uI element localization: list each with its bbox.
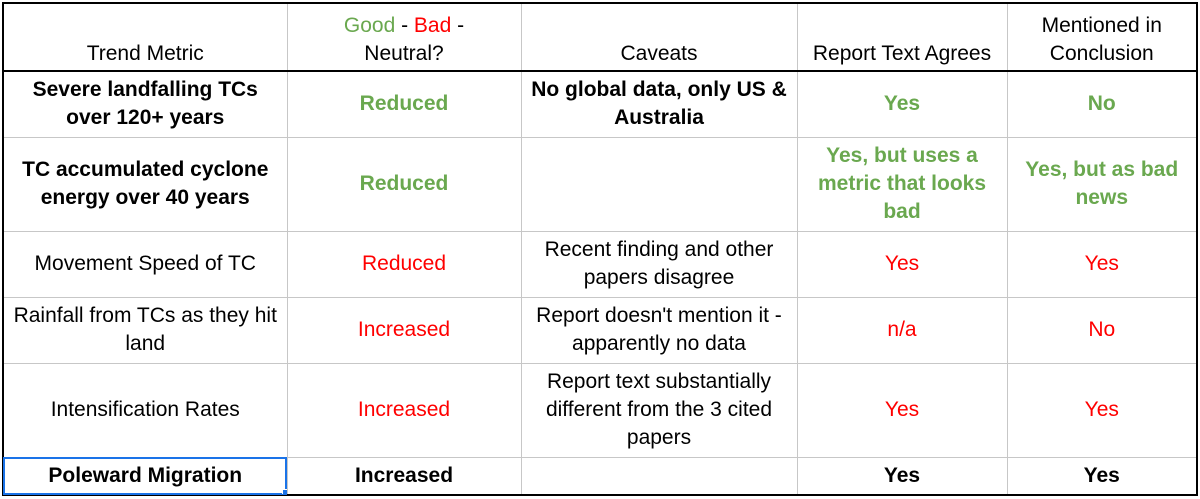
cell-metric-text: TC accumulated cyclone energy over 40 ye… — [22, 158, 269, 209]
cell-conclusion-text: Yes — [1083, 463, 1120, 487]
cell-agrees-text: Yes — [884, 252, 920, 275]
cell-caveats[interactable]: Recent finding and other papers disagree — [520, 230, 798, 298]
cell-caveats[interactable] — [520, 456, 798, 496]
cell-agrees-text: n/a — [887, 318, 917, 341]
cell-metric[interactable]: Severe landfalling TCs over 120+ years — [2, 70, 288, 138]
cell-metric[interactable]: Rainfall from TCs as they hit land — [2, 296, 288, 364]
cell-agrees[interactable]: Yes — [796, 456, 1008, 496]
cell-agrees[interactable]: Yes — [796, 230, 1008, 298]
cell-agrees[interactable]: Yes — [796, 362, 1008, 458]
header-good-label: Good — [343, 14, 396, 37]
cell-verdict[interactable]: Reduced — [286, 70, 522, 138]
cell-caveats[interactable] — [520, 136, 798, 232]
header-mentioned-conclusion[interactable]: Mentioned in Conclusion — [1006, 2, 1198, 72]
cell-verdict-text: Reduced — [361, 252, 447, 275]
cell-conclusion[interactable]: Yes — [1006, 456, 1198, 496]
cell-verdict[interactable]: Increased — [286, 296, 522, 364]
cell-caveats[interactable]: Report text substantially different from… — [520, 362, 798, 458]
table-row: Severe landfalling TCs over 120+ years R… — [2, 70, 1198, 138]
cell-verdict-text: Increased — [357, 398, 451, 421]
cell-conclusion-text: Yes — [1084, 252, 1119, 275]
cell-metric-text: Severe landfalling TCs over 120+ years — [32, 78, 258, 130]
header-neutral-label: Neutral? — [364, 42, 444, 65]
table-row: Rainfall from TCs as they hit land Incre… — [2, 296, 1198, 364]
header-trend-metric-label: Trend Metric — [86, 42, 204, 65]
cell-metric-text: Intensification Rates — [50, 398, 240, 421]
header-caveats[interactable]: Caveats — [520, 2, 798, 72]
cell-conclusion[interactable]: No — [1006, 296, 1198, 364]
table-row: Intensification Rates Increased Report t… — [2, 362, 1198, 458]
table-row: TC accumulated cyclone energy over 40 ye… — [2, 136, 1198, 232]
table-row: Movement Speed of TC Reduced Recent find… — [2, 230, 1198, 298]
cell-metric-text: Movement Speed of TC — [34, 252, 256, 275]
cell-caveats-text: No global data, only US & Australia — [531, 78, 787, 130]
cell-verdict[interactable]: Reduced — [286, 230, 522, 298]
cell-verdict-text: Reduced — [359, 92, 449, 116]
cell-metric-text: Poleward Migration — [48, 463, 243, 487]
cell-caveats[interactable]: No global data, only US & Australia — [520, 70, 798, 138]
header-mentioned-line1: Mentioned in — [1041, 14, 1162, 37]
cell-conclusion[interactable]: Yes — [1006, 362, 1198, 458]
cell-agrees[interactable]: n/a — [796, 296, 1008, 364]
cell-metric[interactable]: Movement Speed of TC — [2, 230, 288, 298]
table-row: Poleward Migration Increased Yes Yes — [2, 456, 1198, 496]
header-sep1: - — [395, 14, 414, 37]
header-caveats-label: Caveats — [620, 42, 698, 65]
cell-conclusion-text: No — [1087, 92, 1116, 116]
cell-agrees[interactable]: Yes, but uses a metric that looks bad — [796, 136, 1008, 232]
selection-fill-handle[interactable] — [281, 489, 286, 493]
cell-caveats-text: Report doesn't mention it - apparently n… — [536, 304, 782, 355]
cell-caveats-text: Report text substantially different from… — [545, 370, 773, 449]
header-verdict[interactable]: Good - Bad - Neutral? — [286, 2, 522, 72]
cell-agrees-text: Yes, but uses a metric that looks bad — [817, 144, 987, 223]
cell-caveats[interactable]: Report doesn't mention it - apparently n… — [520, 296, 798, 364]
cell-metric[interactable]: TC accumulated cyclone energy over 40 ye… — [2, 136, 288, 232]
cell-metric-text: Rainfall from TCs as they hit land — [13, 304, 277, 355]
header-mentioned-line2: Conclusion — [1049, 42, 1154, 65]
cell-verdict[interactable]: Reduced — [286, 136, 522, 232]
cell-verdict-text: Reduced — [359, 172, 449, 195]
cell-metric-selected[interactable]: Poleward Migration — [2, 456, 288, 496]
cell-conclusion[interactable]: No — [1006, 70, 1198, 138]
cell-metric[interactable]: Intensification Rates — [2, 362, 288, 458]
header-report-agrees[interactable]: Report Text Agrees — [796, 2, 1008, 72]
cell-agrees-text: Yes — [883, 92, 921, 116]
header-bad-label: Bad — [413, 14, 452, 37]
header-report-agrees-label: Report Text Agrees — [812, 42, 992, 65]
cell-agrees-text: Yes — [883, 463, 921, 487]
cell-conclusion-text: Yes — [1084, 398, 1119, 421]
cell-conclusion-text: No — [1088, 318, 1116, 341]
cell-caveats-text: Recent finding and other papers disagree — [544, 238, 774, 289]
cell-verdict-text: Increased — [357, 318, 451, 341]
header-row: Trend Metric Good - Bad - Neutral? Cavea… — [2, 2, 1198, 72]
cell-verdict[interactable]: Increased — [286, 456, 522, 496]
cell-conclusion[interactable]: Yes, but as bad news — [1006, 136, 1198, 232]
header-trend-metric[interactable]: Trend Metric — [2, 2, 288, 72]
cell-agrees-text: Yes — [884, 398, 920, 421]
cell-conclusion[interactable]: Yes — [1006, 230, 1198, 298]
cell-conclusion-text: Yes, but as bad news — [1025, 158, 1179, 209]
header-sep2: - — [451, 14, 465, 37]
cell-verdict-text: Increased — [354, 463, 454, 487]
cell-agrees[interactable]: Yes — [796, 70, 1008, 138]
cell-verdict[interactable]: Increased — [286, 362, 522, 458]
